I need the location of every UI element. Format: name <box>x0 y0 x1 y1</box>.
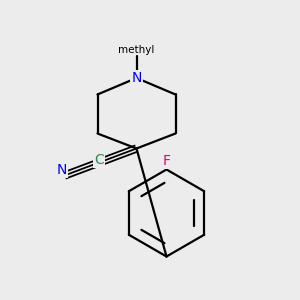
Text: C: C <box>94 153 104 166</box>
Text: N: N <box>56 163 67 177</box>
Text: N: N <box>131 71 142 85</box>
Text: methyl: methyl <box>118 45 155 55</box>
Text: F: F <box>163 154 170 168</box>
